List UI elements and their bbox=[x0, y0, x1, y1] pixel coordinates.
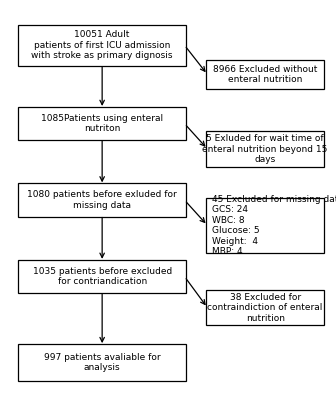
FancyBboxPatch shape bbox=[18, 260, 186, 293]
Text: 1035 patients before excluded
for contriandication: 1035 patients before excluded for contri… bbox=[33, 267, 172, 286]
FancyBboxPatch shape bbox=[18, 24, 186, 66]
Text: 10051 Adult
patients of first ICU admission
with stroke as primary dignosis: 10051 Adult patients of first ICU admiss… bbox=[31, 30, 173, 60]
Text: 38 Excluded for
contraindiction of enteral
nutrition: 38 Excluded for contraindiction of enter… bbox=[207, 293, 323, 323]
Text: 997 patients avaliable for
analysis: 997 patients avaliable for analysis bbox=[44, 353, 161, 372]
Text: 5 Exluded for wait time of
enteral nutrition beyond 15
days: 5 Exluded for wait time of enteral nutri… bbox=[203, 134, 328, 164]
FancyBboxPatch shape bbox=[206, 198, 325, 253]
FancyBboxPatch shape bbox=[18, 183, 186, 217]
Text: 1080 patients before exluded for
missing data: 1080 patients before exluded for missing… bbox=[27, 190, 177, 210]
FancyBboxPatch shape bbox=[206, 290, 325, 326]
Text: 1085Patients using enteral
nutriton: 1085Patients using enteral nutriton bbox=[41, 114, 163, 133]
FancyBboxPatch shape bbox=[206, 132, 325, 167]
FancyBboxPatch shape bbox=[18, 107, 186, 140]
Text: 45 Excluded for missing data:
GCS: 24
WBC: 8
Glucose: 5
Weight:  4
MBP: 4: 45 Excluded for missing data: GCS: 24 WB… bbox=[212, 195, 336, 256]
Text: 8966 Excluded without
enteral nutrition: 8966 Excluded without enteral nutrition bbox=[213, 65, 317, 84]
FancyBboxPatch shape bbox=[206, 60, 325, 89]
FancyBboxPatch shape bbox=[18, 344, 186, 381]
